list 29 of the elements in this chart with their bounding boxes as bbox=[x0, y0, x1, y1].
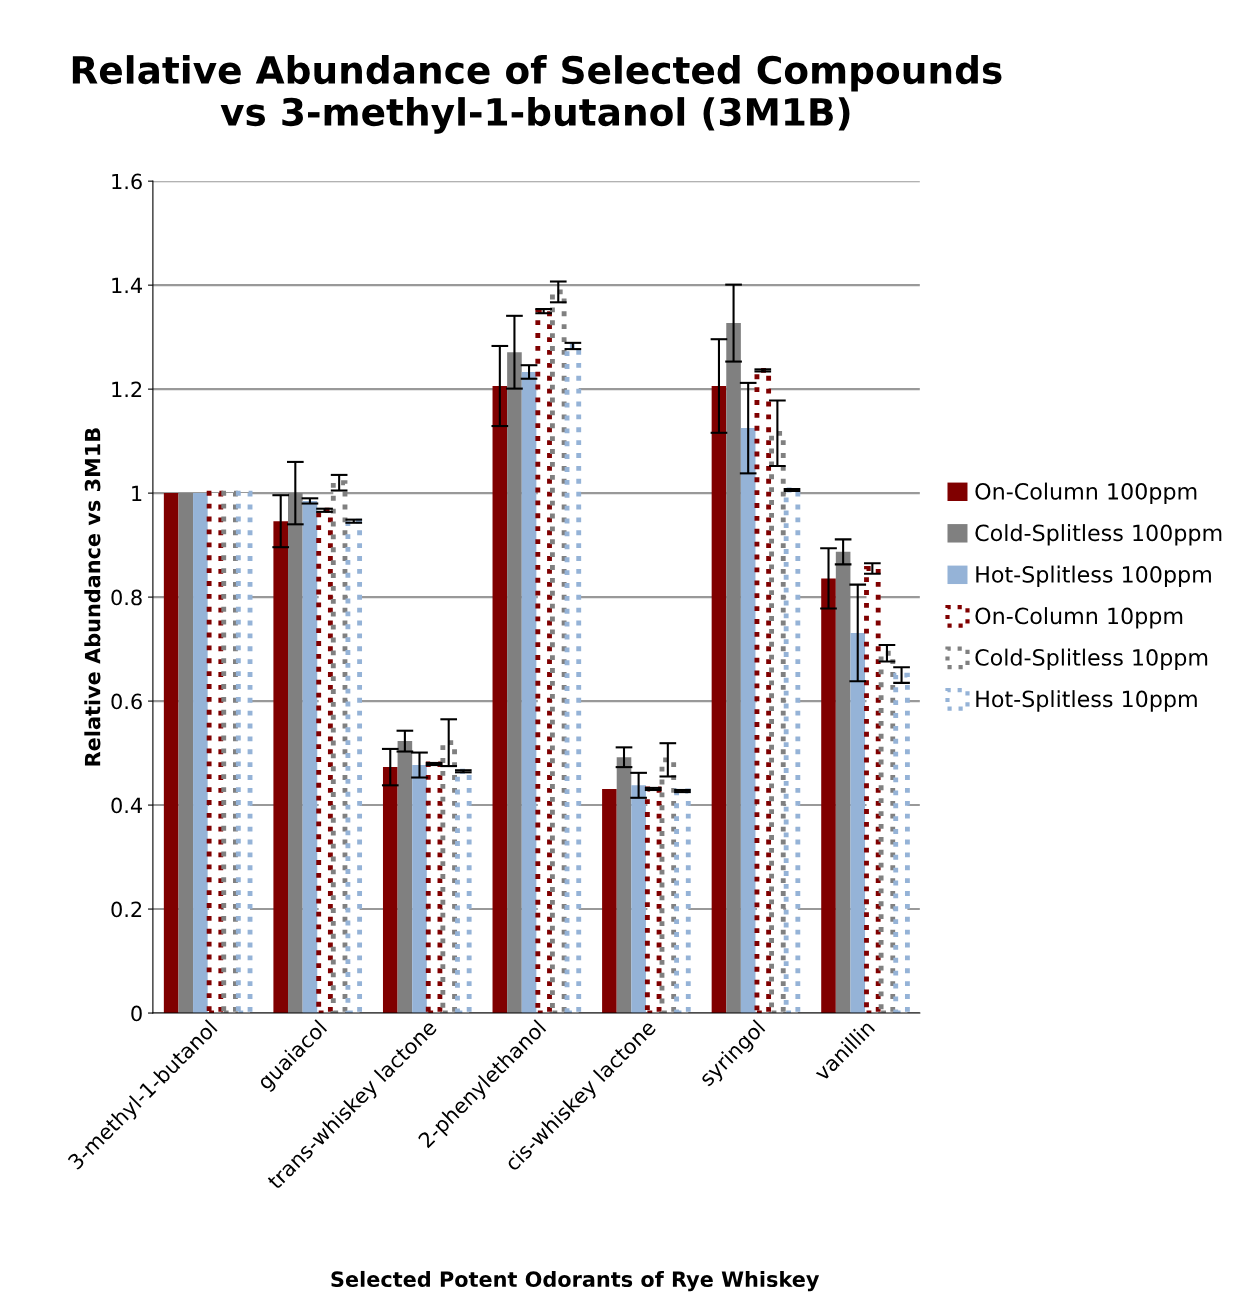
bar bbox=[711, 386, 727, 1014]
bar bbox=[850, 632, 866, 1014]
y-tick-label: 0.4 bbox=[111, 797, 142, 814]
y-tick-label: 0.6 bbox=[111, 693, 142, 710]
bar bbox=[821, 578, 836, 1014]
legend-label: Cold-Splitless 10ppm bbox=[975, 648, 1208, 671]
x-axis-title: Selected Potent Odorants of Rye Whiskey bbox=[331, 1270, 820, 1292]
bar bbox=[726, 323, 741, 1014]
y-tick-label: 1.2 bbox=[112, 381, 142, 398]
bar bbox=[163, 493, 179, 1014]
y-tick-label: 0.2 bbox=[111, 901, 142, 918]
legend-label: Cold-Splitless 100ppm bbox=[975, 524, 1222, 546]
bar bbox=[835, 551, 851, 1014]
chart-title: Relative Abundance of Selected Compounds vs 3-methyl-1-butanol (3M1B) bbox=[72, 55, 1002, 134]
y-tick-label: 1.6 bbox=[112, 173, 142, 190]
legend-label: On-Column 100ppm bbox=[975, 482, 1197, 505]
bar bbox=[602, 788, 617, 1014]
bar bbox=[492, 386, 508, 1014]
legend-label: Hot-Splitless 10ppm bbox=[976, 690, 1197, 712]
legend-label: Hot-Splitless 100ppm bbox=[976, 565, 1211, 588]
y-tick-label: 1 bbox=[132, 485, 142, 502]
bar bbox=[507, 352, 522, 1014]
bar bbox=[178, 493, 194, 1014]
bar bbox=[273, 521, 289, 1014]
y-tick-label: 0.8 bbox=[111, 589, 142, 606]
legend-label: On-Column 10ppm bbox=[975, 607, 1183, 629]
bar bbox=[288, 493, 303, 1014]
y-tick-label: 1.4 bbox=[112, 277, 142, 294]
y-axis-title: Relative Abundance vs 3M1B bbox=[84, 428, 101, 766]
